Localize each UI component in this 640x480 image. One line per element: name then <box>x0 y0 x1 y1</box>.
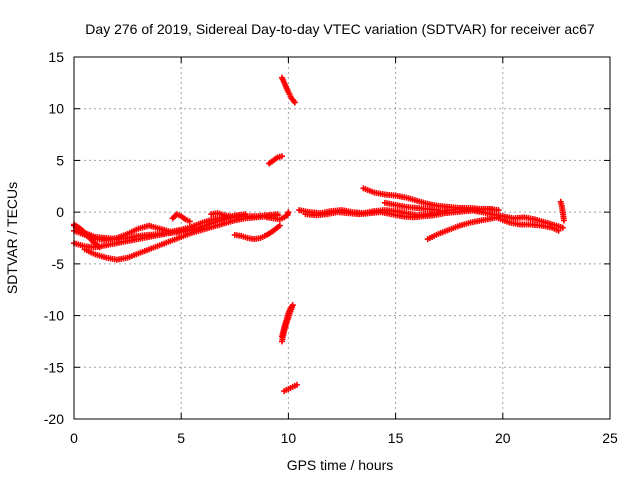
data-point <box>289 302 296 309</box>
data-point <box>276 222 283 229</box>
plot-frame <box>73 56 611 420</box>
y-tick-label: -20 <box>44 411 64 427</box>
data-point <box>435 207 442 214</box>
data-point <box>559 224 566 231</box>
x-tick-label: 25 <box>602 430 618 446</box>
x-tick-label: 20 <box>495 430 511 446</box>
chart-title: Day 276 of 2019, Sidereal Day-to-day VTE… <box>85 21 595 37</box>
x-axis-label: GPS time / hours <box>287 457 394 473</box>
y-axis-label: SDTVAR / TECUs <box>4 182 20 294</box>
grid <box>74 57 610 419</box>
data-point <box>96 244 103 251</box>
data-point <box>242 211 249 218</box>
x-tick-label: 5 <box>177 430 185 446</box>
y-tick-label: 15 <box>48 49 64 65</box>
x-tick-label: 0 <box>70 430 78 446</box>
y-tick-label: 10 <box>48 101 64 117</box>
data-point <box>186 218 193 225</box>
axis-ticks: 0 5 10 15 20 25 -20 -15 -10 -5 0 5 10 15 <box>44 49 618 446</box>
x-tick-label: 10 <box>281 430 297 446</box>
y-tick-label: -5 <box>52 256 65 272</box>
plot-points <box>71 74 567 395</box>
data-point <box>489 206 496 213</box>
data-point <box>285 209 292 216</box>
y-tick-label: -10 <box>44 308 64 324</box>
x-tick-label: 15 <box>388 430 404 446</box>
data-point <box>560 217 567 224</box>
data-point <box>278 153 285 160</box>
data-point <box>293 381 300 388</box>
data-point <box>291 99 298 106</box>
data-point <box>495 207 502 214</box>
y-tick-label: 5 <box>56 152 64 168</box>
y-tick-label: 0 <box>56 204 64 220</box>
data-point <box>555 227 562 234</box>
y-tick-label: -15 <box>44 359 64 375</box>
